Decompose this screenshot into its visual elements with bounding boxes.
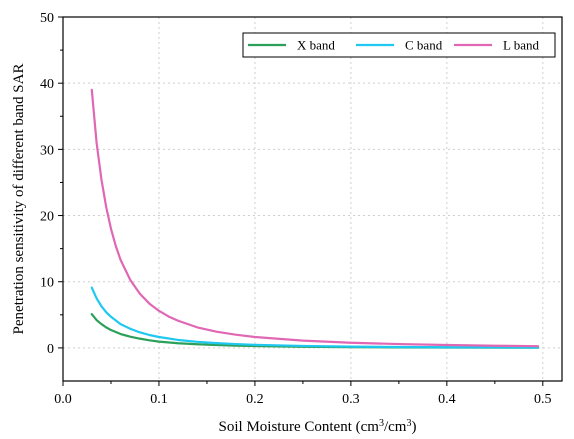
axis-ticks: 0.0 0.1 0.2 0.3 0.4 0.5 0 10 20 30 40 50 bbox=[40, 11, 552, 407]
grid bbox=[62, 16, 562, 381]
y-tick-label: 30 bbox=[40, 143, 54, 158]
plot-frame bbox=[62, 16, 563, 382]
y-tick-label: 10 bbox=[40, 276, 54, 291]
legend-box bbox=[242, 32, 556, 58]
x-tick-label: 0.3 bbox=[342, 392, 360, 407]
legend: X band C band L band bbox=[242, 32, 556, 58]
x-axis-title-main: Soil Moisture Content (cm bbox=[219, 419, 380, 435]
x-axis-title-end: ) bbox=[411, 419, 416, 435]
series-line-x-band bbox=[90, 313, 540, 349]
x-tick-label: 0.1 bbox=[150, 392, 168, 407]
series-line-c-band bbox=[90, 286, 540, 349]
y-tick-label: 40 bbox=[40, 77, 54, 92]
legend-label: C band bbox=[405, 38, 443, 53]
x-tick-label: 0.5 bbox=[534, 392, 552, 407]
x-axis-title: Soil Moisture Content (cm3/cm3) bbox=[219, 418, 417, 436]
legend-label: X band bbox=[297, 38, 335, 53]
x-tick-label: 0.4 bbox=[438, 392, 456, 407]
series-layer bbox=[90, 88, 540, 349]
series-line-l-band bbox=[90, 88, 540, 348]
x-axis-title-exp2: 3 bbox=[406, 418, 411, 429]
y-tick-label: 50 bbox=[40, 11, 54, 26]
x-axis-title-exp1: 3 bbox=[379, 418, 384, 429]
x-tick-label: 0.2 bbox=[246, 392, 264, 407]
x-axis-title-mid: /cm bbox=[384, 419, 407, 435]
y-tick-label: 0 bbox=[47, 342, 54, 357]
y-axis-title: Penetration sensitivity of different ban… bbox=[11, 64, 27, 335]
y-tick-label: 20 bbox=[40, 210, 54, 225]
legend-label: L band bbox=[503, 38, 539, 53]
x-tick-label: 0.0 bbox=[54, 392, 72, 407]
